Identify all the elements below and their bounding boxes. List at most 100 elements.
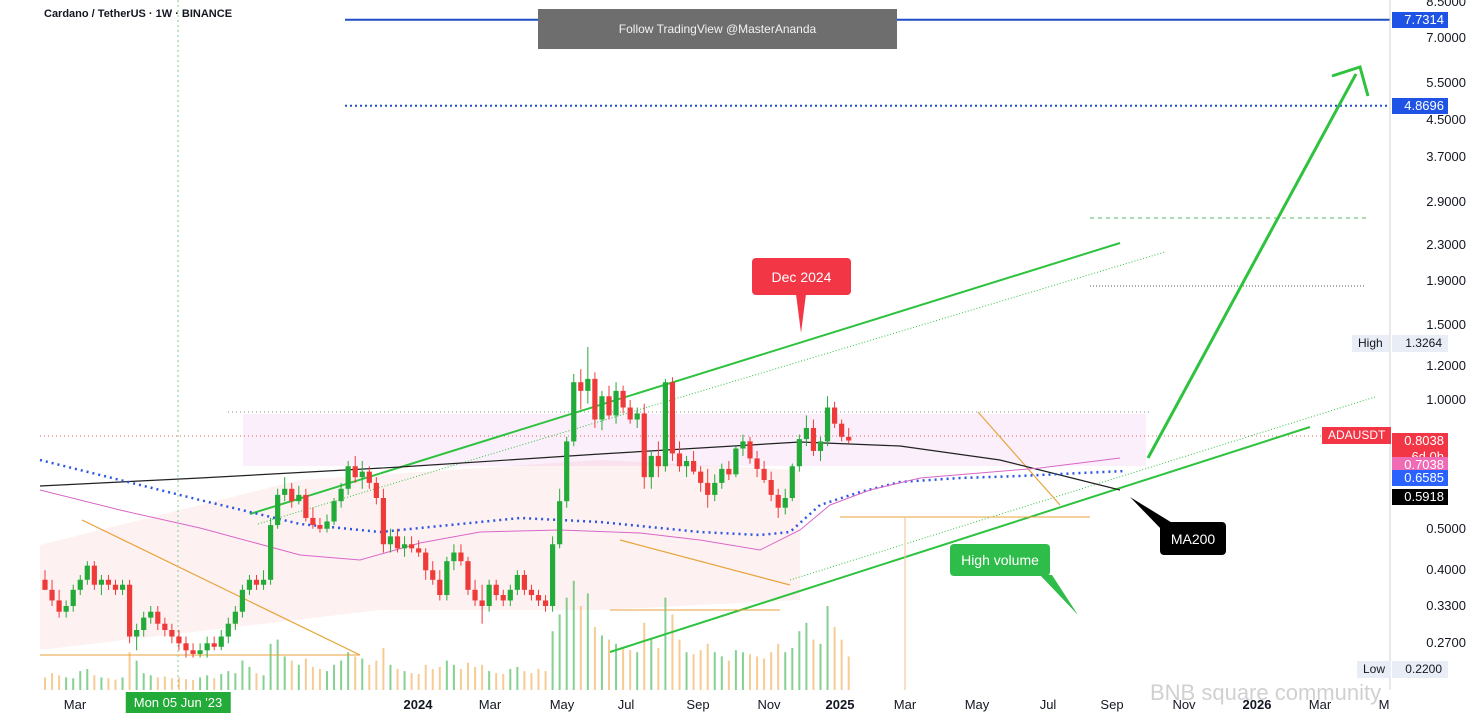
candle-body bbox=[380, 498, 386, 545]
volume-bar bbox=[671, 614, 674, 690]
candle-body bbox=[42, 579, 48, 590]
candle-body bbox=[444, 561, 450, 596]
candle-body bbox=[676, 453, 683, 467]
symbol-tag: ADAUSDT bbox=[1322, 427, 1392, 444]
candle-body bbox=[119, 584, 126, 590]
volume-bar bbox=[812, 639, 815, 690]
candle-body bbox=[303, 494, 309, 518]
volume-bar bbox=[114, 679, 117, 690]
low-value: 0.2200 bbox=[1392, 661, 1448, 678]
candle-body bbox=[479, 600, 485, 606]
resistance-zone bbox=[243, 414, 1146, 466]
candle-body bbox=[77, 579, 83, 590]
volume-bar bbox=[72, 678, 75, 690]
volume-bar bbox=[354, 656, 357, 690]
y-tick-label: 1.2000 bbox=[1426, 358, 1466, 374]
candle-body bbox=[183, 643, 189, 651]
candle-body bbox=[754, 458, 760, 469]
candle-body bbox=[317, 525, 323, 529]
candle-body bbox=[521, 574, 527, 590]
volume-bar bbox=[819, 643, 822, 690]
candle-body bbox=[740, 441, 746, 449]
volume-bar bbox=[608, 639, 610, 690]
volume-bar bbox=[629, 650, 632, 690]
candle-body bbox=[416, 548, 422, 553]
volume-bar bbox=[326, 671, 328, 690]
y-tick-label: 8.5000 bbox=[1426, 0, 1466, 10]
candle-body bbox=[803, 427, 809, 440]
volume-bar bbox=[121, 677, 124, 690]
volume-bar bbox=[262, 675, 265, 690]
candle-body bbox=[514, 574, 520, 590]
candle-body bbox=[296, 494, 302, 502]
projection-arrow bbox=[1146, 73, 1358, 459]
volume-bar bbox=[79, 671, 82, 690]
x-tick-label: Mar bbox=[63, 697, 87, 712]
candle-body bbox=[585, 378, 591, 391]
volume-bar bbox=[149, 675, 152, 690]
volume-bar bbox=[600, 635, 603, 690]
chart-title: Cardano / TetherUS · 1W · BINANCE bbox=[44, 8, 233, 20]
x-tick-label: Sep bbox=[1100, 697, 1124, 712]
volume-bar bbox=[417, 674, 420, 690]
volume-bar bbox=[756, 656, 759, 690]
candle-body bbox=[641, 413, 647, 478]
volume-bar bbox=[142, 673, 145, 690]
volume-bar bbox=[170, 678, 173, 690]
volume-bar bbox=[530, 673, 533, 690]
x-tick-label: 2025 bbox=[825, 697, 855, 712]
callout-ma200: MA200 bbox=[1160, 522, 1226, 555]
volume-bar bbox=[234, 673, 237, 690]
candle-body bbox=[733, 448, 739, 475]
volume-bar bbox=[474, 666, 477, 690]
y-tick-label: 0.2700 bbox=[1426, 635, 1466, 651]
volume-bar bbox=[763, 658, 766, 690]
candle-body bbox=[486, 584, 492, 606]
x-tick-label: May bbox=[549, 697, 575, 712]
volume-bar bbox=[304, 658, 307, 690]
volume-bar bbox=[431, 669, 434, 690]
candle-body bbox=[246, 579, 253, 590]
volume-bar bbox=[206, 675, 209, 690]
candle-body bbox=[691, 460, 697, 472]
volume-bar bbox=[459, 669, 462, 690]
x-tick-label: May bbox=[964, 697, 990, 712]
candle-body bbox=[218, 636, 224, 647]
candle-body bbox=[352, 466, 358, 478]
volume-bar bbox=[558, 614, 561, 690]
candle-body bbox=[599, 396, 605, 420]
y-tick-label: 7.0000 bbox=[1426, 30, 1466, 46]
candle-body bbox=[190, 650, 196, 654]
volume-bar bbox=[523, 671, 526, 690]
candle-body bbox=[810, 427, 817, 451]
candle-body bbox=[282, 488, 288, 495]
candle-body bbox=[155, 611, 161, 624]
volume-bar bbox=[572, 580, 575, 690]
price-tag: 0.7038 bbox=[1392, 457, 1448, 474]
volume-bar bbox=[107, 678, 110, 690]
price-tag: 0.6585 bbox=[1392, 469, 1448, 486]
x-tick-label: Nov bbox=[1172, 697, 1196, 712]
candle-body bbox=[613, 390, 619, 416]
volume-bar bbox=[784, 652, 787, 690]
x-tick-label: 2024 bbox=[403, 697, 433, 712]
callout-pointer-dec bbox=[796, 294, 806, 333]
y-tick-label: 1.0000 bbox=[1426, 391, 1466, 407]
candle-body bbox=[56, 600, 62, 612]
volume-bar bbox=[622, 648, 625, 690]
candle-body bbox=[84, 565, 90, 580]
y-tick-label: 0.4000 bbox=[1426, 562, 1466, 578]
volume-bar bbox=[199, 677, 202, 690]
volume-bar bbox=[128, 652, 131, 690]
volume-bar bbox=[403, 671, 406, 690]
candle-body bbox=[683, 460, 690, 467]
x-tick-label: Mar bbox=[1308, 697, 1332, 712]
candle-body bbox=[127, 584, 133, 637]
candle-body bbox=[310, 517, 316, 526]
candle-body bbox=[169, 630, 175, 637]
volume-bar bbox=[185, 679, 187, 690]
ma-pink-line bbox=[39, 457, 1121, 561]
candle-body bbox=[423, 552, 429, 571]
